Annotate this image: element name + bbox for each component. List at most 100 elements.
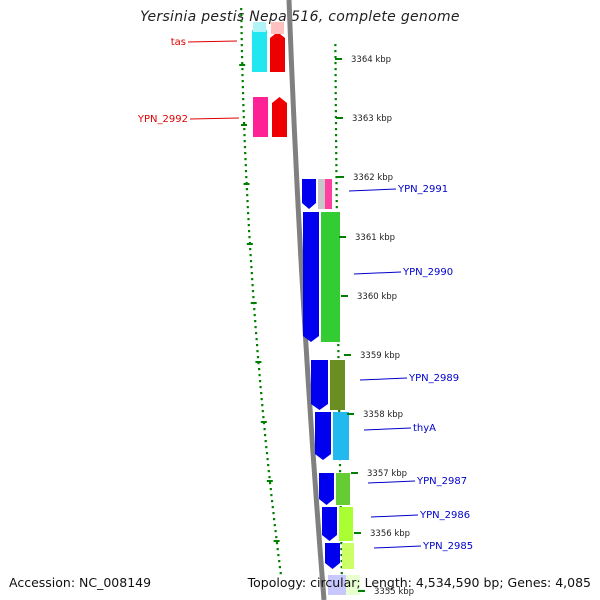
track-dot bbox=[337, 350, 340, 353]
gene-label-YPN_2989: YPN_2989 bbox=[408, 373, 459, 384]
track-dot bbox=[334, 116, 337, 119]
tick-label: 3357 kbp bbox=[367, 469, 407, 479]
track-dot bbox=[240, 32, 243, 35]
track-dot bbox=[335, 152, 338, 155]
track-dot bbox=[243, 140, 246, 143]
track-dot bbox=[249, 254, 252, 257]
track-dot bbox=[251, 290, 255, 293]
track-dot bbox=[255, 338, 258, 341]
track-dot bbox=[242, 92, 245, 95]
track-dot bbox=[267, 470, 270, 473]
track-dot bbox=[334, 74, 337, 77]
gene-labels: tas YPN_2992 YPN_2991 YPN_2990 YPN_2989 thyA Y… bbox=[137, 37, 473, 552]
track-dot bbox=[242, 116, 245, 119]
track-dot bbox=[244, 164, 247, 167]
track-dot bbox=[243, 146, 247, 149]
tick-mark bbox=[344, 354, 351, 356]
track-dot bbox=[334, 86, 337, 89]
gene-arrow-YPN_2990 bbox=[303, 212, 319, 342]
gene-color-block bbox=[333, 412, 349, 460]
tick-label: 3363 kbp bbox=[352, 114, 392, 124]
track-dot bbox=[256, 344, 259, 347]
track-dot bbox=[273, 518, 276, 521]
track-dash bbox=[266, 480, 273, 482]
track-dot bbox=[255, 332, 258, 335]
track-dot bbox=[338, 410, 341, 413]
gene-color-block bbox=[342, 543, 354, 569]
feature-track bbox=[252, 22, 360, 595]
track-dot bbox=[246, 200, 249, 203]
gene-label-thyA: thyA bbox=[413, 423, 436, 434]
track-dash bbox=[273, 540, 280, 542]
track-dot bbox=[241, 86, 244, 89]
track-dot bbox=[335, 176, 338, 179]
track-dot bbox=[334, 80, 337, 83]
track-dot bbox=[268, 476, 271, 479]
track-dot bbox=[334, 56, 337, 59]
track-dot bbox=[269, 488, 272, 491]
track-dot bbox=[253, 308, 256, 311]
track-dot bbox=[340, 542, 343, 545]
label-leader-line bbox=[367, 480, 416, 484]
track-dot bbox=[258, 368, 261, 371]
track-dot bbox=[334, 62, 337, 65]
track-dash bbox=[260, 421, 267, 423]
track-dot bbox=[260, 398, 263, 401]
track-dash bbox=[250, 302, 257, 304]
label-leader-line bbox=[373, 545, 422, 549]
track-dot bbox=[246, 206, 249, 209]
track-dot bbox=[266, 458, 269, 461]
track-dot bbox=[264, 434, 267, 437]
track-dot bbox=[337, 344, 340, 347]
track-dot bbox=[267, 464, 270, 467]
track-dot bbox=[259, 386, 262, 389]
gene-arrow-thyA bbox=[315, 412, 331, 460]
tick-label: 3355 kbp bbox=[374, 587, 414, 597]
track-dot bbox=[335, 134, 338, 137]
track-dot bbox=[262, 416, 265, 419]
tick-mark bbox=[351, 472, 358, 474]
kbp-ticks: 3364 kbp 3363 kbp 3362 kbp 3361 kbp 3360 kbp… bbox=[335, 55, 414, 597]
map-title: Yersinia pestis Nepal516, complete genom… bbox=[140, 9, 460, 25]
gene-arrow-YPN_2985 bbox=[325, 543, 340, 569]
track-dot bbox=[262, 422, 266, 425]
track-dot bbox=[334, 68, 337, 71]
track-dot bbox=[275, 542, 279, 545]
outer-dotted-track bbox=[239, 8, 282, 575]
track-dot bbox=[271, 500, 274, 503]
track-dot bbox=[241, 68, 244, 71]
gene-color-block bbox=[318, 179, 325, 209]
track-dot bbox=[248, 236, 251, 239]
track-dot bbox=[340, 572, 343, 575]
track-dot bbox=[249, 260, 253, 263]
track-dot bbox=[334, 122, 338, 125]
track-dot bbox=[242, 110, 245, 113]
track-dot bbox=[244, 158, 247, 161]
track-dot bbox=[335, 200, 338, 203]
tick-mark bbox=[339, 236, 346, 238]
track-dot bbox=[256, 350, 259, 353]
gene-color-block bbox=[271, 22, 284, 34]
label-leader-line bbox=[189, 117, 240, 120]
tick-mark bbox=[354, 532, 361, 534]
track-dot bbox=[271, 506, 274, 509]
gene-arrow-YPN_2991 bbox=[302, 179, 316, 209]
track-dot bbox=[334, 92, 337, 95]
track-dot bbox=[246, 194, 249, 197]
tick-mark bbox=[335, 58, 342, 60]
track-dot bbox=[340, 566, 343, 569]
track-dot bbox=[264, 440, 267, 443]
track-dot bbox=[338, 464, 342, 467]
gene-label-tas: tas bbox=[171, 37, 186, 48]
track-dot bbox=[241, 62, 244, 65]
track-dot bbox=[276, 548, 279, 551]
track-dot bbox=[335, 140, 338, 143]
gene-arrow-YPN_2989 bbox=[311, 360, 328, 410]
track-dot bbox=[278, 566, 281, 569]
track-dot bbox=[250, 272, 253, 275]
gene-arrow-YPN_2992 bbox=[272, 97, 287, 137]
gene-label-YPN_2985: YPN_2985 bbox=[422, 541, 473, 552]
label-leader-line bbox=[363, 427, 412, 431]
track-dot bbox=[258, 374, 261, 377]
track-dot bbox=[241, 80, 244, 83]
